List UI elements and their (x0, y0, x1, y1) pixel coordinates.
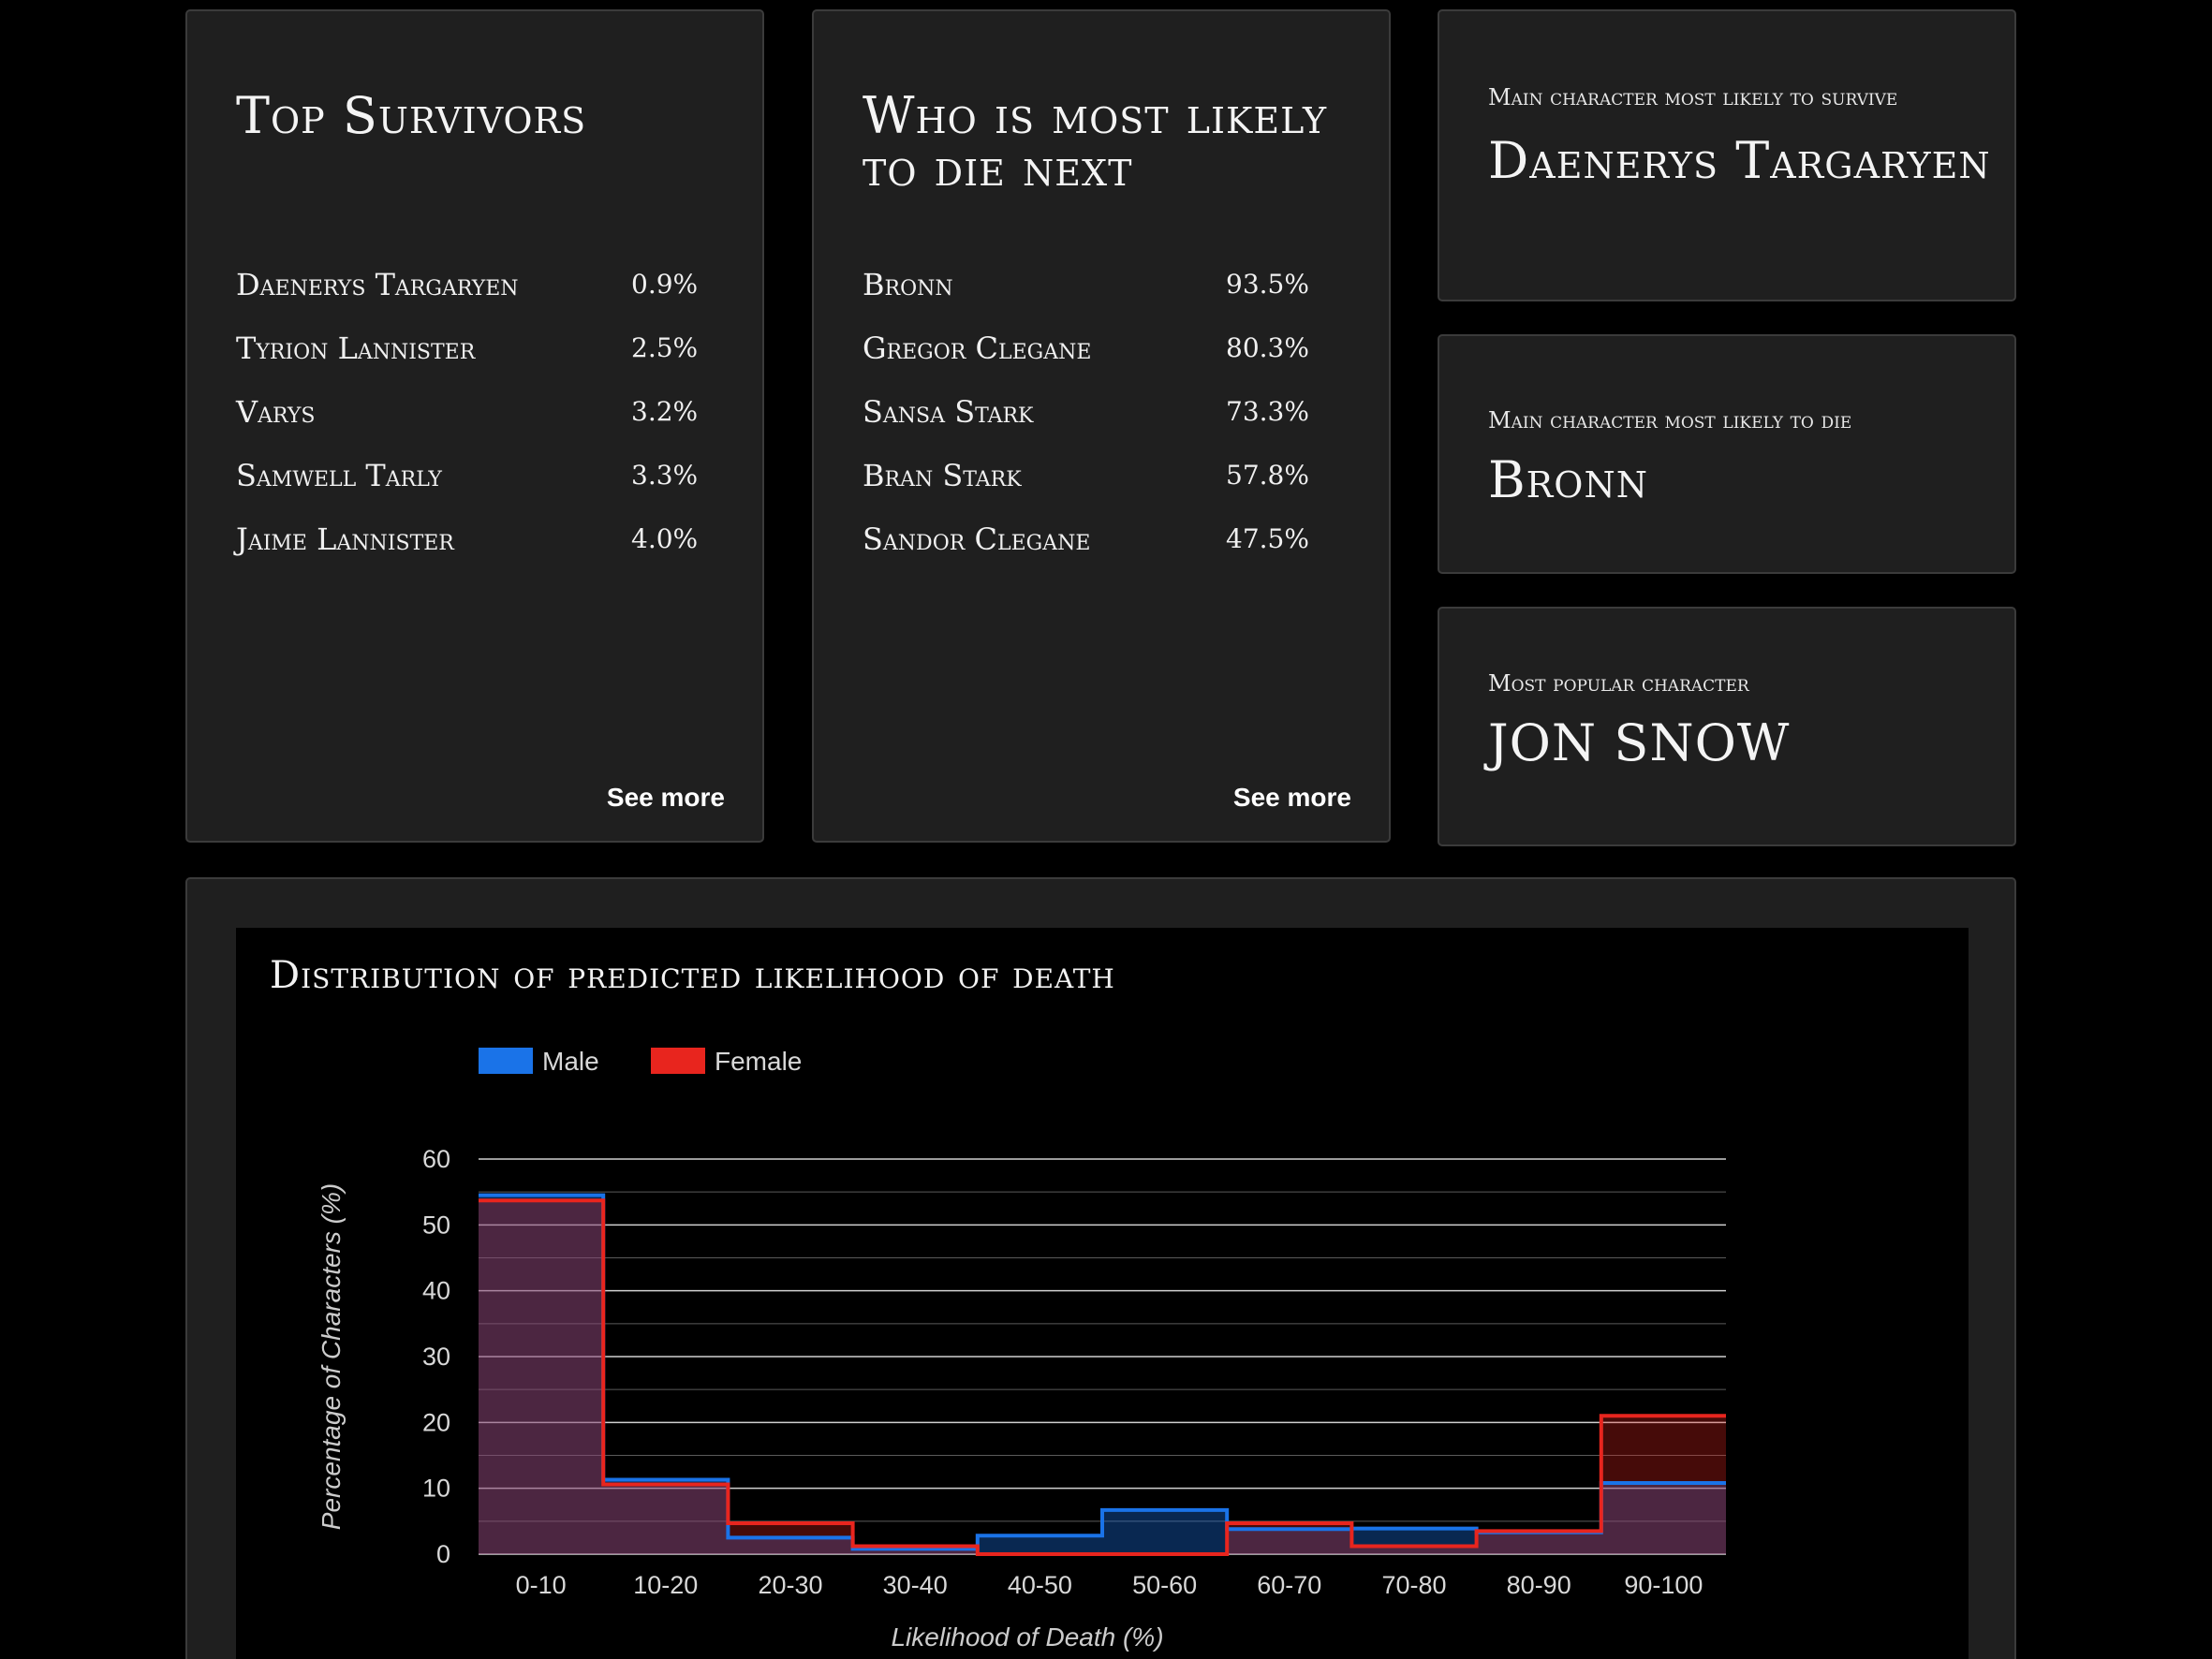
character-name: Bronn (863, 267, 953, 302)
legend-label-male: Male (542, 1047, 599, 1076)
top-survivors-title: Top Survivors (236, 86, 587, 145)
stat-value: Bronn (1488, 450, 1648, 509)
y-tick-label: 40 (422, 1277, 450, 1305)
list-item: Samwell Tarly 3.3% (236, 444, 723, 507)
death-likelihood: 80.3% (1226, 332, 1309, 363)
x-tick-label: 30-40 (883, 1571, 948, 1599)
list-item: Daenerys Targaryen 0.9% (236, 253, 723, 316)
most-likely-die-card: Main character most likely to die Bronn (1438, 334, 2016, 574)
x-tick-label: 70-80 (1381, 1571, 1446, 1599)
chart-title: Distribution of predicted likelihood of … (270, 954, 1115, 997)
death-likelihood: 3.3% (631, 460, 699, 491)
x-tick-label: 60-70 (1257, 1571, 1321, 1599)
list-item: Jaime Lannister 4.0% (236, 507, 723, 571)
area-female (479, 1200, 1726, 1554)
character-name: Sandor Clegane (863, 521, 1091, 557)
character-name: Bran Stark (863, 458, 1022, 493)
list-item: Bran Stark 57.8% (863, 444, 1349, 507)
death-likelihood: 47.5% (1226, 523, 1309, 554)
stat-value: Daenerys Targaryen (1488, 131, 1991, 190)
list-item: Gregor Clegane 80.3% (863, 316, 1349, 380)
list-item: Sansa Stark 73.3% (863, 380, 1349, 444)
y-tick-label: 30 (422, 1343, 450, 1371)
legend-swatch-female (651, 1048, 705, 1074)
y-tick-label: 0 (436, 1540, 450, 1568)
y-axis-title: Percentage of Characters (%) (317, 1183, 346, 1530)
legend-label-female: Female (715, 1047, 802, 1076)
stat-value: JON SNOW (1488, 713, 1791, 772)
death-likelihood: 0.9% (631, 269, 699, 300)
character-name: Samwell Tarly (236, 458, 442, 493)
x-tick-label: 10-20 (633, 1571, 698, 1599)
die-next-card: Who is most likely to die next Bronn 93.… (812, 9, 1391, 843)
list-item: Bronn 93.5% (863, 253, 1349, 316)
death-likelihood: 57.8% (1226, 460, 1309, 491)
y-tick-label: 50 (422, 1211, 450, 1239)
top-survivors-card: Top Survivors Daenerys Targaryen 0.9% Ty… (185, 9, 764, 843)
list-item: Sandor Clegane 47.5% (863, 507, 1349, 571)
death-likelihood: 93.5% (1226, 269, 1309, 300)
stat-label: Most popular character (1488, 670, 1749, 697)
survivors-list: Daenerys Targaryen 0.9% Tyrion Lannister… (236, 253, 723, 571)
y-tick-label: 60 (422, 1145, 450, 1173)
die-next-list: Bronn 93.5% Gregor Clegane 80.3% Sansa S… (863, 253, 1349, 571)
y-tick-label: 10 (422, 1475, 450, 1503)
character-name: Sansa Stark (863, 394, 1034, 430)
die-next-title: Who is most likely to die next (863, 86, 1328, 198)
x-tick-label: 90-100 (1624, 1571, 1703, 1599)
x-tick-label: 40-50 (1008, 1571, 1072, 1599)
stat-label: Main character most likely to survive (1488, 84, 1898, 110)
chart-card: 0 10 20 30 40 50 60 0-10 10-20 20-30 30-40 40-50 50-… (185, 877, 2016, 1659)
death-likelihood: 2.5% (631, 332, 699, 363)
chart-panel: 0 10 20 30 40 50 60 0-10 10-20 20-30 30-40 40-50 50-… (236, 928, 1969, 1659)
x-tick-label: 20-30 (758, 1571, 822, 1599)
legend-swatch-male (479, 1048, 533, 1074)
character-name: Jaime Lannister (236, 521, 454, 557)
character-name: Daenerys Targaryen (236, 267, 519, 302)
line-female (479, 1198, 1726, 1556)
character-name: Gregor Clegane (863, 330, 1092, 366)
see-more-survivors-link[interactable]: See more (606, 783, 725, 812)
most-likely-survive-card: Main character most likely to survive Da… (1438, 9, 2016, 301)
y-tick-label: 20 (422, 1408, 450, 1436)
death-likelihood: 4.0% (631, 523, 699, 554)
character-name: Varys (236, 394, 316, 430)
most-popular-card: Most popular character JON SNOW (1438, 607, 2016, 846)
list-item: Tyrion Lannister 2.5% (236, 316, 723, 380)
death-likelihood: 3.2% (631, 396, 699, 427)
character-name: Tyrion Lannister (236, 330, 476, 366)
x-tick-label: 50-60 (1132, 1571, 1197, 1599)
x-tick-label: 0-10 (516, 1571, 567, 1599)
x-axis-title: Likelihood of Death (%) (891, 1622, 1163, 1652)
x-tick-label: 80-90 (1507, 1571, 1571, 1599)
see-more-die-next-link[interactable]: See more (1232, 783, 1351, 812)
list-item: Varys 3.2% (236, 380, 723, 444)
death-likelihood: 73.3% (1226, 396, 1309, 427)
stat-label: Main character most likely to die (1488, 407, 1852, 433)
distribution-chart: 0 10 20 30 40 50 60 0-10 10-20 20-30 30-40 40-50 50-… (317, 1047, 1726, 1652)
